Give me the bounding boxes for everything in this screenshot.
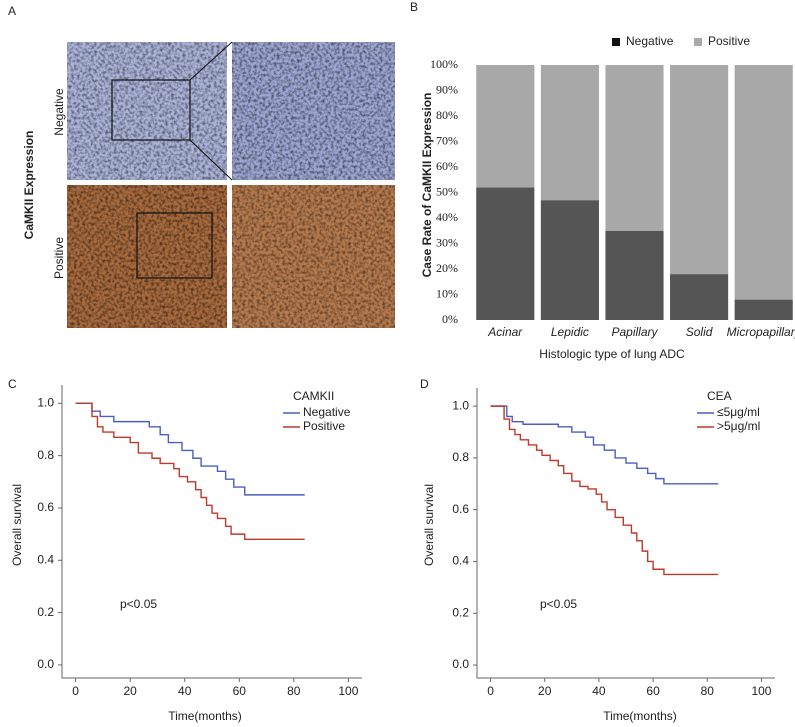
x-tick-label: Acinar [487,325,523,339]
x-tick-label: 0 [487,684,494,698]
y-tick-label: 0.4 [37,552,54,566]
legend-label: Positive [303,419,345,433]
x-tick-label: 20 [538,684,552,698]
x-tick-label: Lepidic [551,325,589,339]
bar-segment [670,65,729,275]
y-axis-label: Overall survival [422,484,436,566]
y-tick-label: 90% [436,82,458,96]
y-tick-label: 60% [436,159,458,173]
histology-images [67,41,395,328]
x-tick-label: 60 [646,684,660,698]
y-axis-label: Case Rate of CaMKII Expression [420,93,434,278]
x-tick-label: 100 [338,684,358,698]
y-tick-label: 10% [436,286,458,300]
axes [61,385,362,679]
annotation: p<0.05 [540,597,577,611]
x-tick-label: 40 [592,684,606,698]
panel-label: C [8,377,17,391]
bar-segment [540,200,599,320]
bar-segment [605,65,664,231]
survival-curve [490,405,719,485]
legend-swatch [612,38,620,46]
axes [476,388,775,679]
row-label: Negative [52,88,66,136]
bar-segment [540,65,599,201]
y-tick-label: 0.0 [37,657,54,671]
survival-curve [75,402,305,541]
x-tick-label: Solid [686,325,713,339]
image-texture [67,185,227,328]
legend-label: Negative [303,405,351,419]
y-tick-label: 1.0 [452,398,469,412]
y-tick-label: 20% [436,261,458,275]
y-tick-label: 0.8 [452,450,469,464]
image-texture [232,185,395,328]
legend-label: Positive [708,34,750,48]
x-tick-label: 40 [178,684,192,698]
y-tick-label: 0.4 [452,554,469,568]
legend-title: CAMKII [293,389,334,403]
y-tick-label: 1.0 [37,395,54,409]
survival-curve [75,402,305,496]
y-tick-label: 80% [436,108,458,122]
bar-segment [734,299,793,320]
zoom-box [111,79,191,141]
x-tick-label: 0 [72,684,79,698]
y-tick-label: 30% [436,235,458,249]
panel-label: B [410,0,418,14]
zoom-line [189,139,233,181]
row-label: Positive [52,237,66,279]
x-tick-label: 100 [751,684,771,698]
panel-label: A [8,4,16,18]
x-tick-label: 80 [701,684,715,698]
y-tick-label: 0% [442,312,458,326]
legend-title: CEA [707,389,732,403]
image-texture [232,42,395,180]
x-axis-label: Histologic type of lung ADC [539,347,685,361]
y-tick-label: 0.2 [452,605,469,619]
y-tick-label: 50% [436,184,458,198]
y-tick-label: 0.6 [37,500,54,514]
x-tick-label: 80 [287,684,301,698]
panel-label: D [420,377,429,391]
x-tick-label: Micropapillary [727,325,795,339]
legend-swatch [694,38,702,46]
bar-segment [476,187,535,320]
bar-segment [670,274,729,320]
y-tick-label: 0.0 [452,657,469,671]
x-tick-label: Papillary [611,325,658,339]
y-tick-label: 70% [436,133,458,147]
bar-segment [476,65,535,188]
y-tick-label: 100% [430,57,458,71]
legend-label: Negative [626,34,674,48]
x-tick-label: 60 [233,684,247,698]
zoom-box [136,212,213,279]
legend-label: ≤5μg/ml [717,405,760,419]
survival-curve [490,405,719,576]
legend-label: >5μg/ml [717,419,760,433]
y-tick-label: 0.2 [37,605,54,619]
x-axis-label: Time(months) [603,709,677,723]
y-tick-label: 40% [436,210,458,224]
zoom-line [189,41,233,81]
bar-segment [734,65,793,300]
image-texture [67,42,227,180]
y-tick-label: 0.8 [37,448,54,462]
annotation: p<0.05 [120,597,157,611]
panel-a-title: CaMKII Expression [22,131,36,240]
bar-segment [605,230,664,320]
x-axis-label: Time(months) [168,709,242,723]
y-tick-label: 0.6 [452,502,469,516]
y-axis-label: Overall survival [10,484,24,566]
x-tick-label: 20 [124,684,138,698]
